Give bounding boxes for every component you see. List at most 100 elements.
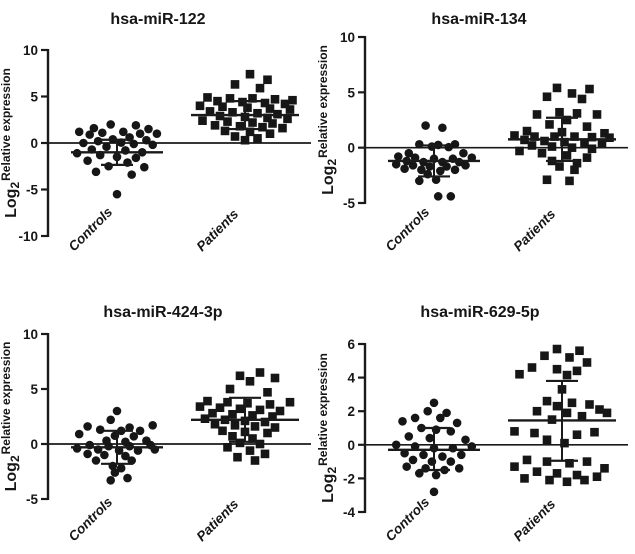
data-point-square (285, 397, 295, 407)
data-point-square (565, 353, 574, 362)
data-point-square (570, 165, 579, 175)
data-point-circle (83, 422, 92, 431)
data-point-square (567, 89, 577, 98)
y-tick-label: 10 (23, 327, 38, 342)
data-point-circle (454, 464, 464, 473)
data-point-circle (461, 435, 470, 445)
data-point-square (245, 127, 255, 137)
group-label: Patients (194, 496, 242, 544)
y-tick-label: 0 (30, 437, 38, 452)
data-point-circle (404, 432, 414, 441)
y-tick-label: 2 (347, 404, 355, 419)
data-point-circle (89, 123, 99, 133)
data-point-circle (446, 192, 456, 201)
data-point-square (562, 151, 572, 160)
data-point-circle (106, 120, 115, 129)
data-point-square (220, 126, 230, 136)
data-point-circle (402, 462, 411, 471)
data-point-square (552, 83, 562, 93)
group-label: Controls (383, 204, 433, 254)
group-label: Controls (66, 494, 116, 544)
data-point-square (515, 146, 524, 156)
data-point-square (205, 107, 215, 116)
data-point-square (547, 142, 557, 151)
data-point-square (263, 428, 272, 438)
data-point-square (580, 138, 589, 147)
data-point-square (248, 411, 257, 420)
data-point-square (248, 434, 257, 443)
scatter-chart-hsa-mir-122: hsa-miR-122 10 5 0 -5 -10 Log2Relative expres… (0, 11, 311, 254)
group-label: Patients (194, 206, 242, 254)
data-point-circle (410, 413, 420, 423)
data-point-circle (446, 457, 456, 466)
data-point-circle (436, 166, 445, 176)
data-point-square (230, 421, 240, 430)
data-point-circle (408, 455, 418, 465)
y-tick-label: 0 (30, 136, 38, 151)
data-point-square (248, 118, 257, 127)
data-point-square (255, 405, 265, 415)
data-point-circle (467, 442, 477, 451)
data-point-circle (452, 418, 462, 428)
data-point-square (260, 449, 270, 459)
data-point-circle (433, 192, 443, 201)
data-point-square (510, 462, 519, 471)
y-tick-label: -10 (18, 229, 38, 244)
data-point-circle (423, 406, 432, 416)
data-point-circle (461, 161, 470, 170)
panel-title: hsa-miR-122 (110, 11, 205, 28)
data-point-square (595, 405, 604, 414)
data-point-circle (425, 162, 435, 171)
data-point-square (240, 135, 250, 145)
data-point-square (537, 148, 547, 158)
data-point-circle (425, 433, 435, 443)
data-point-square (263, 113, 272, 123)
data-point-circle (142, 135, 151, 145)
data-point-square (522, 455, 532, 465)
data-point-circle (74, 127, 84, 137)
data-point-circle (121, 451, 130, 461)
data-point-circle (400, 448, 409, 458)
group-label: Controls (66, 204, 116, 254)
data-point-circle (131, 153, 141, 163)
data-point-square (275, 406, 285, 416)
data-point-square (600, 128, 609, 138)
group-label: Patients (511, 206, 559, 254)
panel-hsa-mir-629-5p: hsa-miR-629-5p 6 4 2 0 -2 -4 Log2Relative expr… (317, 277, 635, 554)
data-point-circle (98, 128, 107, 138)
data-point-square (255, 368, 265, 377)
data-point-square (567, 398, 577, 408)
data-point-square (228, 410, 237, 419)
data-point-square (250, 456, 260, 465)
data-point-circle (131, 121, 141, 130)
data-point-square (218, 102, 227, 112)
panel-title: hsa-miR-629-5p (420, 304, 539, 321)
data-point-circle (442, 408, 451, 418)
data-point-square (245, 377, 255, 386)
data-point-square (572, 158, 582, 168)
data-point-square (570, 132, 579, 141)
panel-hsa-mir-134: hsa-miR-134 10 5 0 -5 Log2Relative expressio… (317, 0, 635, 277)
data-point-circle (127, 456, 136, 465)
data-point-circle (457, 450, 466, 460)
data-point-square (248, 94, 257, 103)
data-point-circle (400, 164, 409, 173)
group-label: Controls (383, 494, 433, 544)
data-point-square (265, 104, 275, 113)
data-point-square (268, 119, 277, 128)
data-point-square (527, 363, 537, 372)
data-point-square (555, 162, 564, 171)
data-point-square (235, 121, 245, 131)
data-point-square (243, 399, 252, 408)
scatter-chart-hsa-mir-629-5p: hsa-miR-629-5p 6 4 2 0 -2 -4 Log2Relative expr… (317, 304, 628, 544)
data-point-circle (429, 398, 439, 408)
data-point-square (278, 123, 287, 133)
data-point-circle (415, 176, 424, 186)
data-point-square (223, 443, 232, 452)
data-point-square (255, 83, 265, 93)
data-point-square (600, 464, 609, 473)
data-point-square (233, 452, 242, 462)
data-point-square (263, 388, 272, 397)
data-point-square (230, 80, 240, 89)
